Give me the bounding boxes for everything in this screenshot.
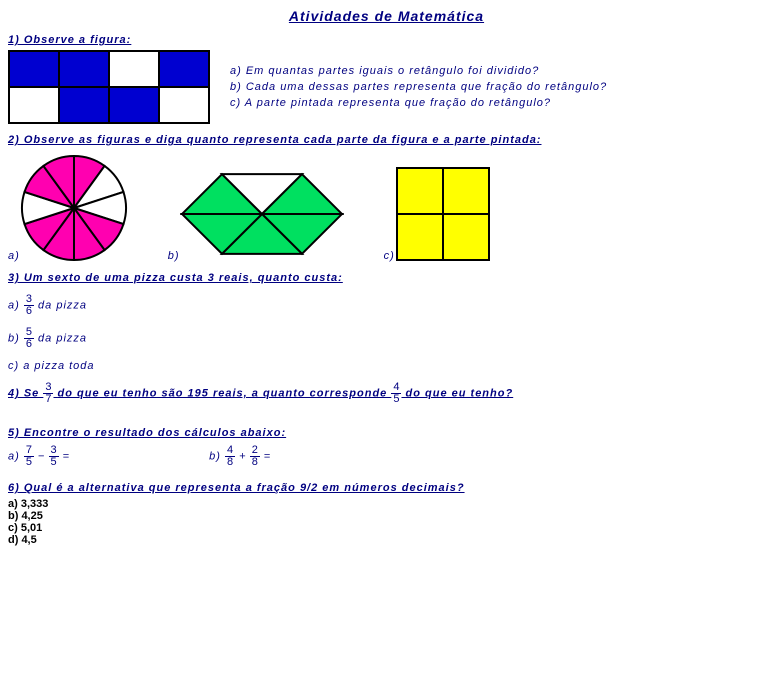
q1-a: a) Em quantas partes iguais o retângulo … bbox=[230, 65, 607, 77]
q5-b: b) 48 + 28 = bbox=[209, 445, 270, 468]
q4-frac1: 37 bbox=[43, 382, 53, 405]
q5-a-f1: 75 bbox=[24, 445, 34, 468]
q3-a-frac: 36 bbox=[24, 294, 34, 317]
q2-a-label: a) bbox=[8, 250, 20, 262]
q6-opt-b: b) 4,25 bbox=[8, 510, 757, 522]
q5-heading: 5) Encontre o resultado dos cálculos aba… bbox=[8, 427, 757, 439]
q5-a-f2: 35 bbox=[49, 445, 59, 468]
q2-heading: 2) Observe as figuras e diga quanto repr… bbox=[8, 134, 757, 146]
q2-circle-figure bbox=[20, 154, 128, 262]
page-title: Atividades de Matemática bbox=[8, 8, 757, 24]
q5-b-label: b) bbox=[209, 450, 221, 462]
q4: 4) Se 37 do que eu tenho são 195 reais, … bbox=[8, 382, 757, 405]
q6-opt-c: c) 5,01 bbox=[8, 522, 757, 534]
q3-b: b) 56 da pizza bbox=[8, 327, 757, 350]
q4-frac2: 45 bbox=[391, 382, 401, 405]
q5-b-f1: 48 bbox=[225, 445, 235, 468]
q2-c-label: c) bbox=[384, 250, 395, 262]
q2-b-label: b) bbox=[168, 250, 180, 262]
q5-a-op: − bbox=[38, 450, 44, 462]
q1-heading: 1) Observe a figura: bbox=[8, 34, 757, 46]
q3-b-suffix: da pizza bbox=[38, 332, 87, 344]
q2-square-figure bbox=[395, 166, 491, 262]
q4-pre: 4) Se bbox=[8, 387, 43, 399]
q3-c: c) a pizza toda bbox=[8, 360, 757, 372]
q5-a: a) 75 − 35 = bbox=[8, 445, 69, 468]
q5-a-label: a) bbox=[8, 450, 20, 462]
q6-heading: 6) Qual é a alternativa que representa a… bbox=[8, 482, 757, 494]
q1-subquestions: a) Em quantas partes iguais o retângulo … bbox=[230, 61, 607, 113]
q5-b-eq: = bbox=[264, 450, 270, 462]
q2-hexagon-figure bbox=[180, 166, 344, 262]
q3-a: a) 36 da pizza bbox=[8, 294, 757, 317]
q6-opt-d: d) 4,5 bbox=[8, 534, 757, 546]
q1-b: b) Cada uma dessas partes representa que… bbox=[230, 81, 607, 93]
q1-c: c) A parte pintada representa que fração… bbox=[230, 97, 607, 109]
q3-heading: 3) Um sexto de uma pizza custa 3 reais, … bbox=[8, 272, 757, 284]
q4-post: do que eu tenho? bbox=[406, 387, 514, 399]
q1-figure bbox=[8, 50, 210, 124]
q5-a-eq: = bbox=[63, 450, 69, 462]
q6-options: a) 3,333 b) 4,25 c) 5,01 d) 4,5 bbox=[8, 498, 757, 546]
q3-a-suffix: da pizza bbox=[38, 299, 87, 311]
q6-opt-a: a) 3,333 bbox=[8, 498, 757, 510]
q3-a-label: a) bbox=[8, 299, 20, 311]
q3-b-frac: 56 bbox=[24, 327, 34, 350]
q5-b-f2: 28 bbox=[250, 445, 260, 468]
q5-b-op: + bbox=[239, 450, 245, 462]
q4-mid: do que eu tenho são 195 reais, a quanto … bbox=[58, 387, 392, 399]
q3-b-label: b) bbox=[8, 332, 20, 344]
